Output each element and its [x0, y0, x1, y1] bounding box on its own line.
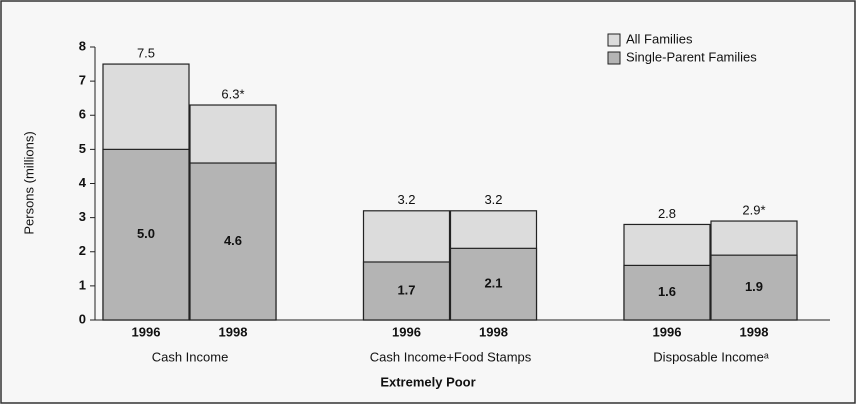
y-tick-label: 0 [79, 311, 86, 326]
bar [623, 264, 711, 321]
y-tick-label: 5 [79, 141, 86, 156]
data-label: 7.5 [137, 46, 155, 61]
bar [710, 254, 798, 321]
group-label: Cash Income [152, 349, 229, 364]
x-tick-label: 1996 [132, 324, 161, 339]
bar [102, 148, 190, 321]
data-label: 6.3* [221, 86, 244, 101]
bar [362, 261, 451, 321]
x-tick-label: 1996 [392, 324, 421, 339]
group-label: Cash Income+Food Stamps [370, 349, 532, 364]
data-label: 1.7 [397, 282, 415, 297]
x-tick-label: 1996 [653, 324, 682, 339]
y-tick-label: 6 [79, 107, 86, 122]
legend-label: All Families [626, 31, 693, 46]
data-label: 5.0 [137, 226, 155, 241]
data-label: 3.2 [484, 192, 502, 207]
y-tick-label: 3 [79, 209, 86, 224]
y-tick-label: 4 [79, 175, 87, 190]
legend-label: Single-Parent Families [626, 49, 757, 64]
legend-swatch [607, 51, 621, 65]
bar [449, 247, 538, 321]
y-tick-label: 2 [79, 243, 86, 258]
x-tick-label: 1998 [479, 324, 508, 339]
data-label: 1.9 [745, 279, 763, 294]
data-label: 4.6 [224, 233, 242, 248]
y-tick-label: 1 [79, 277, 86, 292]
y-tick-label: 8 [79, 38, 86, 53]
data-label: 2.1 [484, 276, 502, 291]
data-label: 2.8 [658, 206, 676, 221]
data-label: 2.9* [742, 202, 765, 217]
x-tick-label: 1998 [219, 324, 248, 339]
x-tick-label: 1998 [740, 324, 769, 339]
bar [189, 162, 277, 321]
x-axis-label: Extremely Poor [380, 374, 475, 389]
data-label: 3.2 [397, 192, 415, 207]
y-axis-label: Persons (millions) [21, 131, 36, 234]
group-label: Disposable Incomeᵃ [653, 349, 769, 364]
data-label: 1.6 [658, 284, 676, 299]
y-tick-label: 7 [79, 73, 86, 88]
legend-swatch [607, 33, 621, 47]
